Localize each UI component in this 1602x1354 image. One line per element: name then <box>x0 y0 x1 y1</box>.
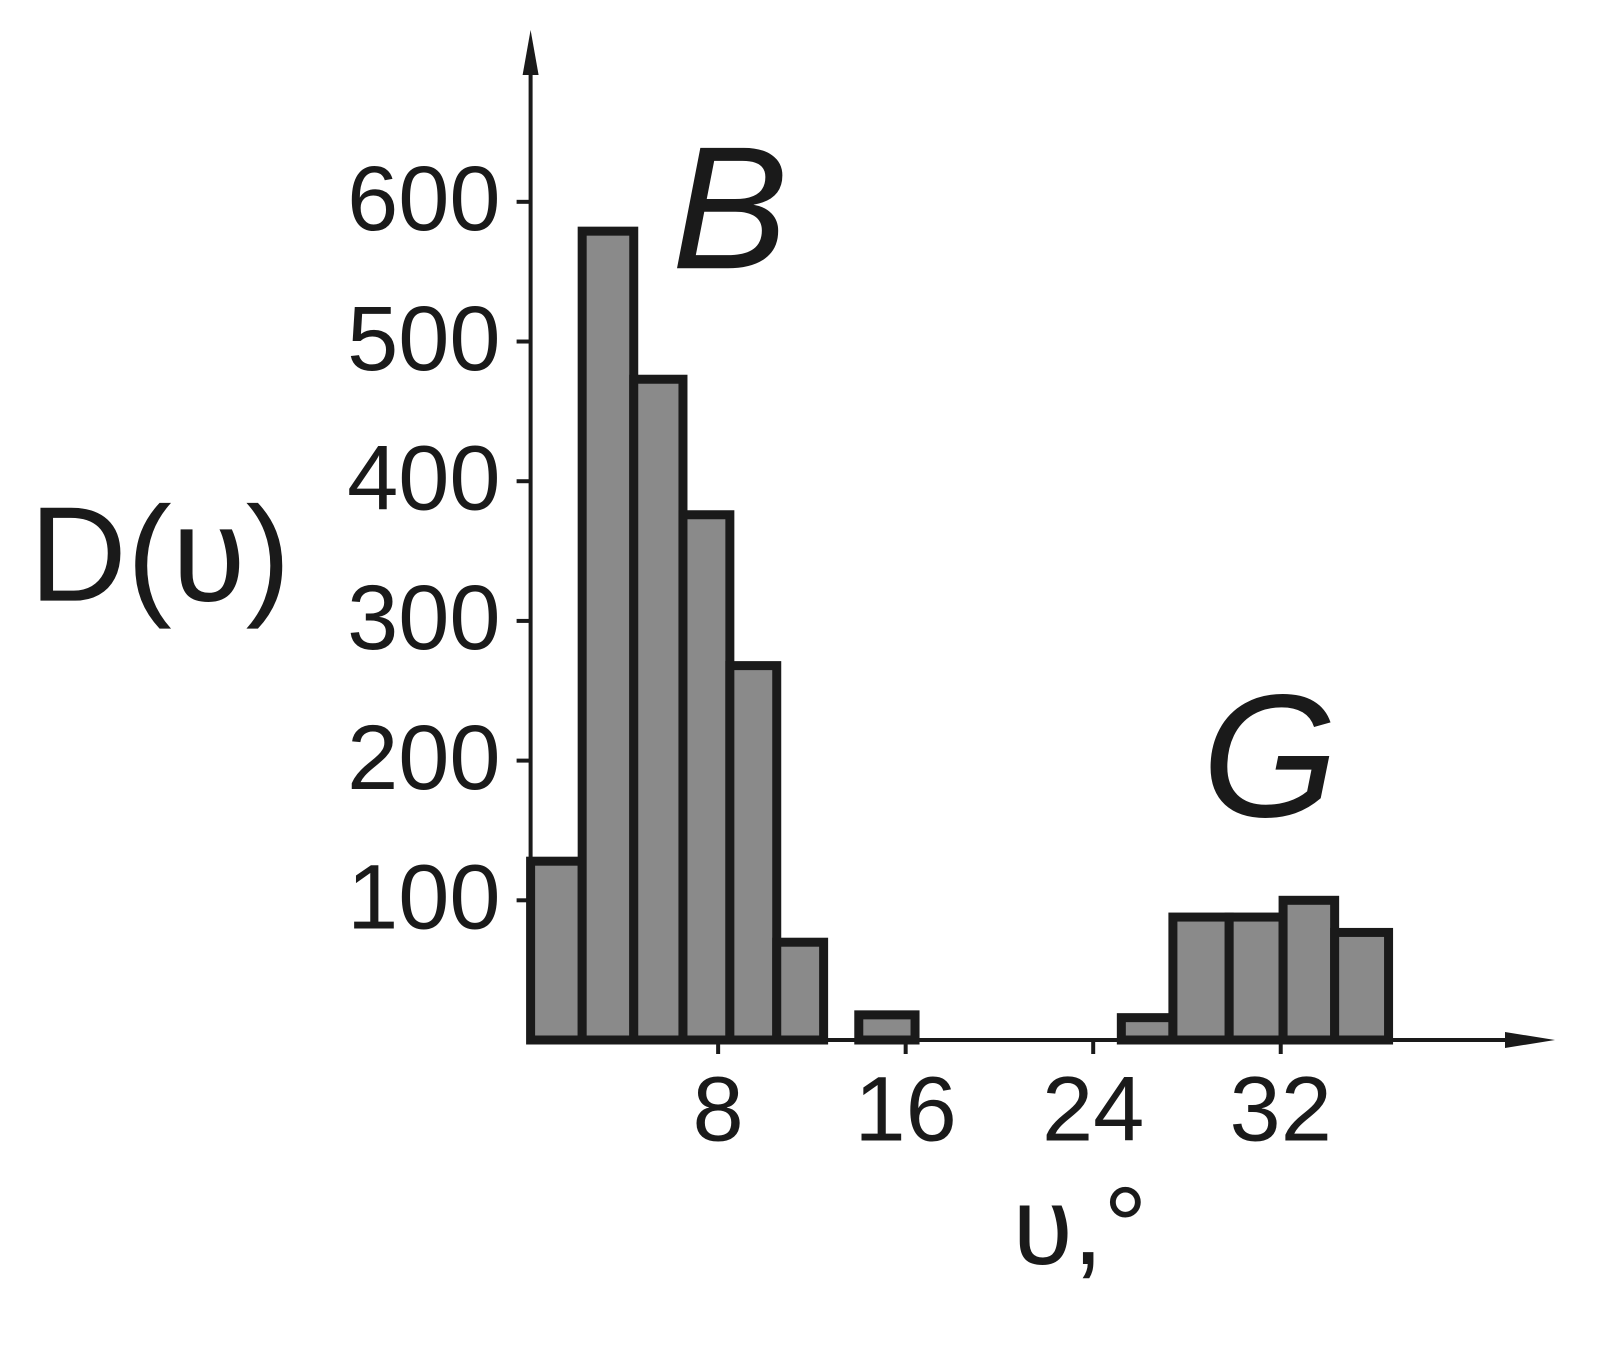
bar <box>678 510 735 1045</box>
x-axis-label: υ,° <box>1013 1165 1148 1288</box>
bar <box>1278 895 1340 1045</box>
bar <box>526 856 587 1045</box>
bar <box>577 226 639 1045</box>
y-tick-label: 400 <box>347 428 501 530</box>
bar <box>1116 1013 1178 1045</box>
y-tick-label: 100 <box>347 847 501 949</box>
y-axis-arrow <box>522 30 539 75</box>
x-tick-label: 24 <box>1042 1058 1144 1160</box>
bar <box>772 937 829 1045</box>
bar <box>1224 912 1288 1045</box>
x-axis-arrow <box>1505 1032 1555 1048</box>
x-tick-label: 32 <box>1230 1058 1332 1160</box>
bar <box>725 661 782 1045</box>
bar <box>854 1010 920 1045</box>
bar <box>1330 927 1394 1045</box>
y-axis-label: D(υ) <box>29 479 290 630</box>
y-tick-label: 200 <box>347 707 501 809</box>
bar <box>629 374 688 1045</box>
y-tick-label: 300 <box>347 567 501 669</box>
annotation: G <box>1202 659 1338 854</box>
annotation: B <box>672 111 789 306</box>
y-tick-label: 500 <box>347 288 501 390</box>
bar <box>1168 912 1234 1045</box>
y-tick-label: 600 <box>347 148 501 250</box>
x-tick-label: 8 <box>693 1058 744 1160</box>
x-tick-label: 16 <box>854 1058 956 1160</box>
